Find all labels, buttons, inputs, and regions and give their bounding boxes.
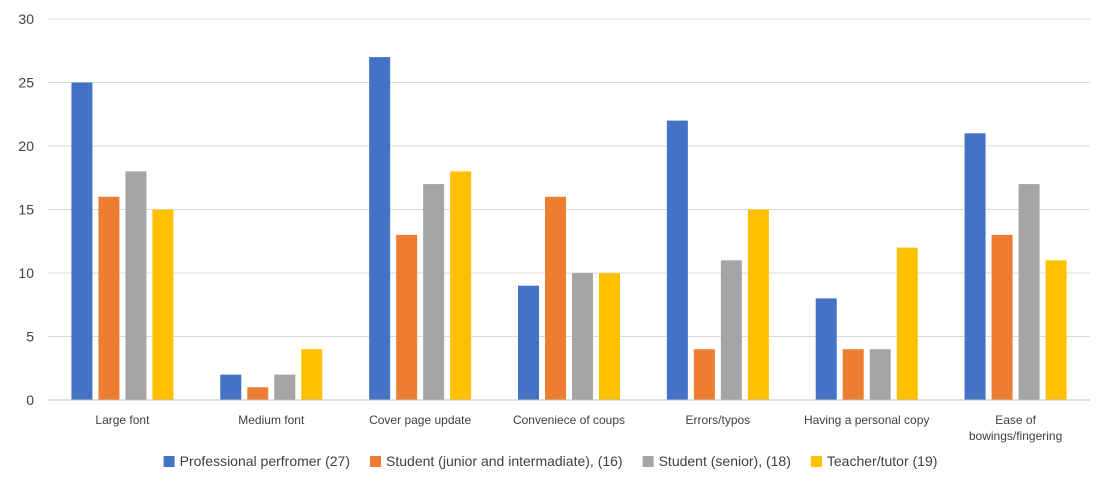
legend-item: Teacher/tutor (19) [810, 453, 938, 469]
bar [301, 349, 323, 400]
bar [274, 374, 296, 400]
bar [896, 247, 918, 400]
bar [545, 196, 566, 400]
legend-item: Student (junior and intermadiate), (16) [370, 453, 623, 469]
x-tick-label: Medium font [238, 413, 305, 427]
legend-swatch [163, 456, 175, 467]
x-tick-label: Having a personal copy [804, 413, 929, 427]
bar [450, 171, 472, 400]
legend-label: Teacher/tutor (19) [827, 453, 938, 469]
bar [247, 387, 269, 400]
legend-swatch [642, 456, 654, 467]
legend-label: Student (senior), (18) [659, 453, 791, 469]
bar [125, 171, 147, 400]
legend-item: Professional perfromer (27) [163, 453, 350, 469]
x-tick-label-line: Ease of [995, 413, 1036, 427]
x-tick-label: Large font [95, 413, 150, 427]
bar [747, 209, 769, 400]
bar [815, 298, 837, 400]
bar [518, 285, 539, 400]
x-tick-label: Cover page update [369, 413, 471, 427]
bar [842, 349, 864, 400]
gridlines [48, 18, 1090, 337]
bar [152, 209, 174, 400]
bar [369, 57, 391, 400]
bar [572, 273, 593, 400]
bar [964, 133, 986, 401]
x-tick-label-line: Medium font [238, 413, 305, 427]
bar [693, 349, 715, 400]
y-axis-tick-labels: 0 5 10 15 20 25 30 [18, 11, 34, 408]
y-tick-label: 15 [18, 202, 34, 218]
bar [423, 184, 445, 400]
x-tick-label-line: Cover page update [369, 413, 471, 427]
y-tick-label: 5 [26, 329, 34, 345]
legend-swatch [370, 456, 382, 467]
legend-swatch [810, 456, 822, 467]
legend-label: Student (junior and intermadiate), (16) [386, 453, 623, 469]
legend-item: Student (senior), (18) [642, 453, 791, 469]
bar [396, 234, 418, 400]
x-tick-label: Ease of bowings/fingering [969, 413, 1062, 443]
x-tick-label-line: Large font [95, 413, 150, 427]
legend-label: Professional perfromer (27) [180, 453, 350, 469]
x-tick-label-line: Having a personal copy [804, 413, 929, 427]
bar [666, 120, 688, 400]
x-tick-label-line: Conveniece of coups [513, 413, 625, 427]
bar [220, 374, 242, 400]
y-tick-label: 25 [18, 75, 34, 91]
y-tick-label: 10 [18, 265, 34, 281]
bar [720, 260, 742, 400]
y-tick-label: 30 [18, 11, 34, 27]
bar [599, 273, 620, 400]
legend: Professional perfromer (27) Student (juni… [163, 453, 938, 469]
y-tick-label: 0 [26, 392, 34, 408]
y-tick-label: 20 [18, 138, 34, 154]
x-tick-label: Conveniece of coups [513, 413, 625, 427]
bar [1018, 184, 1040, 400]
bar [71, 82, 93, 400]
bar [98, 196, 120, 400]
bar [869, 349, 891, 400]
x-axis-tick-labels: Large font Medium font Cover page update Co… [95, 413, 1062, 443]
bars [71, 57, 1067, 401]
x-tick-label-line: Errors/typos [686, 413, 751, 427]
bar [991, 234, 1013, 400]
x-tick-label: Errors/typos [686, 413, 751, 427]
x-tick-label-line: bowings/fingering [969, 429, 1062, 443]
bar [1045, 260, 1067, 400]
